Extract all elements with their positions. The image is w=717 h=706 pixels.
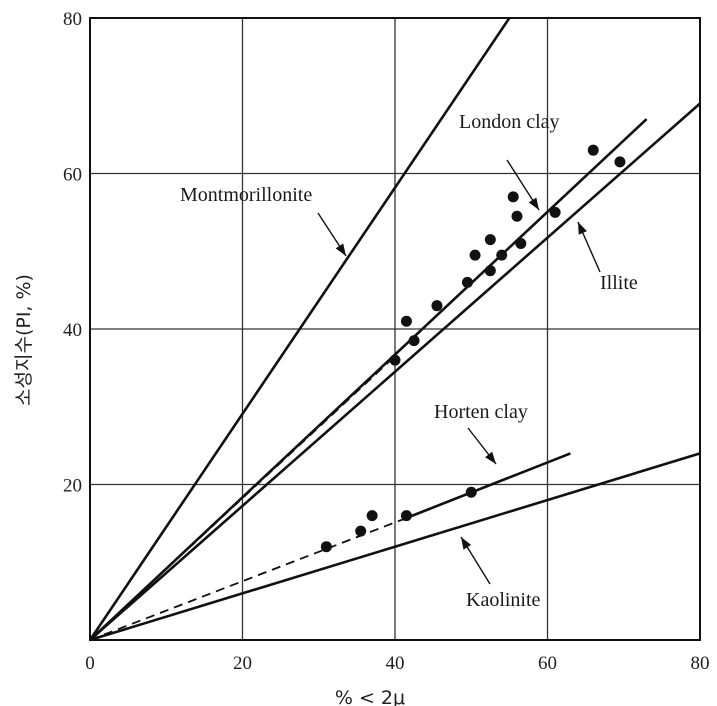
data-point-london-clay bbox=[408, 335, 420, 347]
illite-arrow-head bbox=[578, 222, 587, 235]
data-point-london-clay bbox=[431, 300, 443, 312]
annotation-arrows bbox=[317, 159, 601, 585]
trend-line-horten-clay bbox=[402, 452, 571, 521]
data-point-horten-clay bbox=[366, 510, 378, 522]
y-tick-label: 40 bbox=[63, 320, 82, 341]
data-points bbox=[320, 144, 626, 553]
data-point-london-clay bbox=[511, 210, 523, 222]
data-point-horten-clay bbox=[355, 525, 367, 537]
trend-line-kaolinite bbox=[89, 452, 701, 642]
data-point-london-clay bbox=[507, 191, 519, 203]
data-point-horten-clay bbox=[320, 541, 332, 553]
kaolinite-arrow-head bbox=[461, 537, 472, 550]
data-point-london-clay bbox=[400, 315, 412, 327]
london-clay-arrow-head bbox=[528, 197, 539, 210]
annotation-montmorillonite: Montmorillonite bbox=[180, 184, 312, 206]
x-tick-label: 80 bbox=[691, 653, 710, 674]
montmorillonite-arrow-head bbox=[335, 243, 346, 256]
annotations: Montmorillonite London clay Illite Horte… bbox=[180, 111, 638, 611]
y-axis-title: 소성지수(PI, %) bbox=[13, 274, 35, 406]
x-tick-label: 40 bbox=[386, 653, 405, 674]
annotation-kaolinite: Kaolinite bbox=[466, 589, 541, 611]
trend-line-illite bbox=[89, 102, 701, 641]
x-tick-label: 60 bbox=[538, 653, 557, 674]
data-point-london-clay bbox=[484, 234, 496, 246]
y-tick-label: 20 bbox=[63, 476, 82, 497]
data-point-london-clay bbox=[614, 156, 626, 168]
data-point-london-clay bbox=[461, 276, 473, 288]
tick-labels: 0 20 40 60 80 20 40 60 80 bbox=[63, 9, 710, 674]
data-point-horten-clay bbox=[465, 486, 477, 498]
data-point-london-clay bbox=[549, 206, 561, 218]
y-tick-label: 60 bbox=[63, 165, 82, 186]
data-point-london-clay bbox=[496, 249, 508, 261]
x-tick-label: 20 bbox=[233, 653, 252, 674]
horten-clay-arrow-head bbox=[485, 451, 496, 464]
grid-layer bbox=[90, 18, 700, 640]
data-point-london-clay bbox=[515, 237, 527, 249]
x-tick-label: 0 bbox=[85, 653, 95, 674]
data-point-london-clay bbox=[469, 249, 481, 261]
data-point-london-clay bbox=[587, 144, 599, 156]
annotation-illite: Illite bbox=[600, 272, 638, 294]
y-tick-label: 80 bbox=[63, 9, 82, 30]
data-point-horten-clay bbox=[400, 510, 412, 522]
trend-line-london-clay bbox=[89, 118, 648, 641]
annotation-london-clay: London clay bbox=[459, 111, 560, 133]
x-axis-title: % < 2μ bbox=[335, 687, 405, 706]
plot-frame bbox=[89, 17, 701, 641]
annotation-horten-clay: Horten clay bbox=[434, 401, 528, 423]
dashed-extension-1 bbox=[89, 518, 403, 641]
trend-lines bbox=[88, 17, 701, 642]
trend-line-montmorillonite bbox=[88, 17, 511, 641]
data-point-london-clay bbox=[389, 354, 401, 366]
data-point-london-clay bbox=[484, 265, 496, 277]
dashed-extension-0 bbox=[89, 355, 396, 641]
